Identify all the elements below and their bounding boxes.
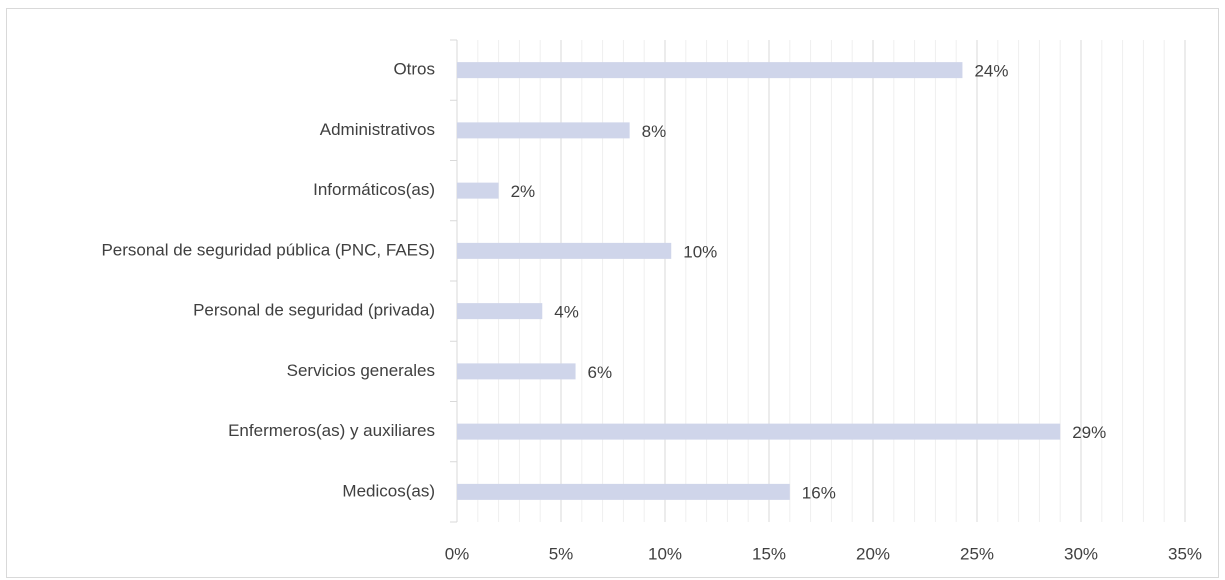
data-label: 4% bbox=[554, 303, 579, 322]
bar bbox=[457, 242, 672, 259]
y-tick-label: Enfermeros(as) y auxiliares bbox=[228, 421, 435, 440]
x-tick-label: 10% bbox=[648, 544, 682, 563]
data-label: 29% bbox=[1072, 423, 1106, 442]
y-tick-label: Otros bbox=[393, 60, 435, 79]
bar bbox=[457, 303, 543, 320]
bar bbox=[457, 363, 576, 380]
x-tick-label: 30% bbox=[1064, 544, 1098, 563]
y-tick-label: Administrativos bbox=[320, 120, 435, 139]
data-label: 10% bbox=[683, 242, 717, 261]
y-tick-label: Personal de seguridad (privada) bbox=[193, 301, 435, 320]
x-tick-label: 20% bbox=[856, 544, 890, 563]
data-label: 6% bbox=[588, 363, 613, 382]
bar bbox=[457, 423, 1061, 440]
bar bbox=[457, 483, 790, 500]
y-tick-label: Medicos(as) bbox=[342, 481, 435, 500]
data-label: 8% bbox=[642, 122, 667, 141]
x-tick-label: 25% bbox=[960, 544, 994, 563]
chart-frame bbox=[6, 8, 1219, 578]
x-tick-label: 5% bbox=[549, 544, 574, 563]
bar bbox=[457, 182, 499, 199]
data-label: 24% bbox=[974, 62, 1008, 81]
y-tick-label: Informáticos(as) bbox=[313, 180, 435, 199]
bar bbox=[457, 62, 963, 79]
y-tick-label: Servicios generales bbox=[287, 361, 435, 380]
y-tick-label: Personal de seguridad pública (PNC, FAES… bbox=[101, 240, 435, 259]
x-tick-label: 35% bbox=[1168, 544, 1202, 563]
bar bbox=[457, 122, 630, 139]
x-tick-label: 0% bbox=[445, 544, 470, 563]
data-label: 16% bbox=[802, 483, 836, 502]
x-tick-label: 15% bbox=[752, 544, 786, 563]
data-label: 2% bbox=[511, 182, 536, 201]
